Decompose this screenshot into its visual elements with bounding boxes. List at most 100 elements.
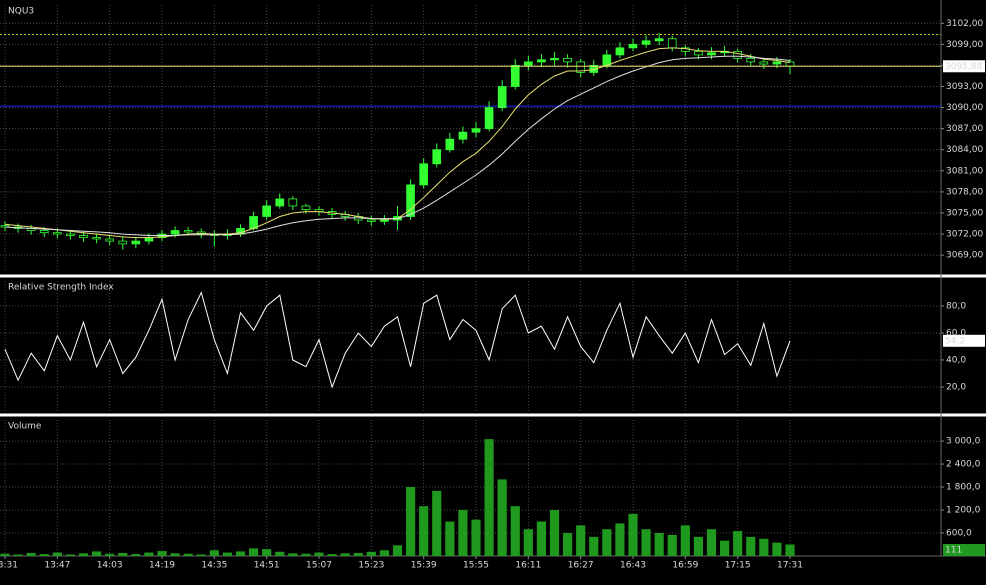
volume-bar — [667, 534, 677, 556]
candle-body — [118, 240, 128, 245]
moving-average — [4, 55, 791, 236]
y-tick-label: 600,0 — [946, 529, 972, 539]
volume-bar — [366, 551, 376, 556]
volume-bar — [13, 554, 23, 556]
y-tick-label: 60,0 — [946, 328, 966, 338]
volume-bar — [706, 529, 717, 556]
candle-body — [249, 216, 258, 229]
volume-bar — [327, 554, 337, 556]
y-tick-label: 3087,00 — [946, 124, 983, 134]
candle-body — [471, 128, 481, 133]
panel-title: Relative Strength Index — [8, 283, 114, 293]
x-tick-label: 16:43 — [620, 561, 646, 571]
y-tick-label: 80,0 — [946, 301, 966, 311]
y-tick-label: 3090,00 — [946, 103, 983, 113]
volume-bar — [118, 552, 128, 556]
candle-body — [301, 205, 311, 210]
candle-body — [759, 61, 769, 65]
x-tick-label: 15:23 — [358, 561, 384, 571]
candle-body — [288, 198, 298, 207]
current-value-label: 111 — [945, 546, 962, 556]
volume-bar — [249, 548, 259, 556]
y-tick-label: 1 800,0 — [946, 483, 981, 493]
candle-body — [589, 65, 599, 73]
volume-bar — [497, 479, 507, 556]
candle-body — [576, 61, 585, 73]
candle-body — [39, 230, 49, 234]
candle-body — [497, 86, 507, 108]
volume-bar — [314, 552, 324, 556]
candle-body — [667, 38, 677, 49]
volume-bar — [131, 554, 141, 556]
volume-bar — [275, 551, 285, 556]
candle-body — [628, 43, 638, 49]
x-tick-label: 14:03 — [97, 561, 123, 571]
candle-body — [550, 58, 559, 61]
volume-bar — [576, 525, 586, 556]
candle-body — [262, 205, 271, 217]
volume-bar — [510, 506, 520, 556]
candle-body — [406, 184, 415, 217]
y-tick-label: 20,0 — [946, 382, 966, 392]
volume-bar — [720, 540, 730, 556]
volume-bar — [733, 531, 743, 556]
volume-bar — [785, 544, 795, 556]
candle-body — [484, 107, 494, 130]
volume-bar — [746, 536, 756, 556]
current-value-box — [943, 334, 985, 347]
candle-body — [537, 59, 546, 63]
y-tick-label: 2 400,0 — [946, 460, 981, 470]
x-tick-label: 16:59 — [672, 561, 698, 571]
volume-bar — [26, 552, 36, 556]
volume-bar — [680, 525, 690, 556]
candle-body — [66, 233, 75, 236]
volume-bar — [92, 551, 102, 556]
y-tick-label: 3084,00 — [946, 145, 983, 155]
volume-bar — [0, 553, 10, 556]
candle-body — [654, 38, 664, 42]
candle-body — [131, 240, 141, 245]
volume-bar — [458, 510, 468, 556]
indicator-line — [4, 291, 791, 389]
x-tick-label: 14:19 — [149, 561, 175, 571]
volume-bar — [353, 552, 363, 556]
candle-body — [615, 47, 625, 56]
volume-bar — [157, 551, 167, 556]
x-tick-label: 13:47 — [44, 561, 70, 571]
volume-bar — [759, 538, 769, 556]
candle-body — [563, 58, 572, 63]
current-value-label: 54,2 — [945, 336, 965, 346]
volume-bar — [432, 490, 442, 556]
volume-bar — [209, 550, 219, 556]
current-value-box — [943, 60, 985, 73]
y-tick-label: 3099,00 — [946, 40, 983, 50]
volume-bar — [39, 554, 49, 556]
volume-bar — [235, 551, 246, 556]
candle-body — [367, 219, 376, 222]
candle-body — [170, 230, 180, 235]
volume-bar — [406, 487, 416, 556]
y-tick-label: 40,0 — [946, 355, 966, 365]
volume-bar — [419, 506, 429, 556]
volume-bar — [589, 536, 599, 556]
volume-bar — [301, 553, 311, 556]
y-tick-label: 3093,00 — [946, 82, 983, 92]
y-tick-label: 3069,00 — [946, 251, 983, 261]
volume-bar — [654, 533, 664, 556]
y-tick-label: 1 200,0 — [946, 506, 981, 516]
y-tick-label: 3078,00 — [946, 187, 983, 197]
panel-title: NQU3 — [8, 7, 34, 17]
volume-bar — [170, 553, 180, 556]
candle-body — [183, 230, 193, 233]
current-value-label: 3095,88 — [945, 62, 982, 72]
x-tick-label: 15:07 — [306, 561, 332, 571]
volume-bar — [602, 529, 612, 556]
volume-bar — [445, 521, 455, 556]
volume-bar — [262, 549, 272, 556]
candle-body — [105, 238, 114, 242]
x-tick-label: 15:55 — [463, 561, 489, 571]
volume-bar — [52, 552, 62, 556]
x-tick-label: 14:35 — [201, 561, 227, 571]
